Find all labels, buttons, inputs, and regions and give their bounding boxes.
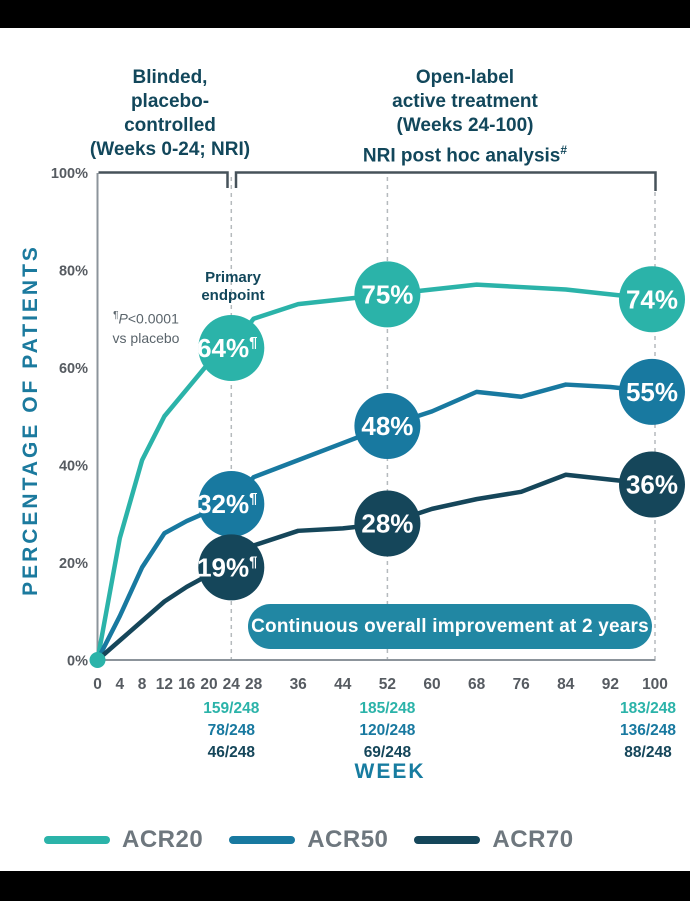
x-tick-28: 28	[245, 676, 263, 693]
acr20-line-swatch	[44, 836, 110, 844]
phase-title-open-label: Open-label active treatment (Weeks 24-10…	[325, 66, 605, 168]
top-black-bar	[0, 0, 690, 28]
pilcrow-marker: ¶	[113, 310, 119, 321]
acr70-line	[95, 472, 658, 663]
acr20-marker-label-week-52: 75%	[361, 279, 413, 309]
acr50-marker-week-100	[619, 358, 685, 425]
acr50-fraction-week-52: 120/248	[359, 722, 415, 739]
x-axis-title: WEEK	[354, 760, 426, 783]
acr50-marker-week-52	[354, 393, 421, 459]
acr20-marker-label-week-24: 64%¶	[197, 333, 257, 363]
x-tick-20: 20	[200, 676, 217, 693]
y-tick-20%: 20%	[59, 556, 88, 572]
x-tick-16: 16	[178, 676, 196, 693]
x-tick-76: 76	[513, 676, 531, 693]
x-tick-8: 8	[138, 676, 147, 693]
x-tick-12: 12	[156, 676, 173, 693]
acr20-marker-week-100	[619, 266, 685, 333]
origin-dot	[89, 652, 106, 668]
bracket-open-label-phase	[234, 171, 657, 191]
acr20-fraction-week-52: 185/248	[359, 700, 415, 717]
acr20-marker-label-week-100: 74%	[626, 284, 678, 314]
acr70-fraction-week-24: 46/248	[208, 744, 256, 761]
x-tick-0: 0	[93, 676, 102, 693]
x-tick-52: 52	[379, 676, 396, 693]
acr50-marker-label-week-52: 48%	[361, 411, 413, 441]
x-tick-36: 36	[290, 676, 308, 693]
x-tick-60: 60	[423, 676, 440, 693]
legend-item-acr50: ACR50	[229, 826, 388, 854]
acr70-marker-week-52	[354, 490, 421, 557]
acr20-marker-week-24	[198, 315, 265, 381]
acr50-marker-week-24	[198, 471, 265, 537]
y-tick-80%: 80%	[59, 264, 88, 280]
y-tick-100%: 100%	[51, 166, 88, 182]
x-tick-4: 4	[115, 676, 124, 693]
y-tick-40%: 40%	[59, 459, 88, 475]
acr20-fraction-week-100: 183/248	[620, 700, 676, 717]
acr20-line	[95, 282, 658, 663]
acr20-fraction-week-24: 159/248	[203, 700, 259, 717]
legend-item-acr20: ACR20	[44, 826, 203, 854]
acr50-fraction-week-24: 78/248	[208, 722, 256, 739]
acr20-marker-week-52	[354, 261, 421, 328]
y-tick-60%: 60%	[59, 361, 88, 377]
pvalue-note: ¶P<0.0001 vs placebo	[112, 310, 180, 346]
x-tick-24: 24	[223, 676, 241, 693]
legend-label: ACR20	[122, 826, 204, 853]
acr70-marker-label-week-24: 19%¶	[197, 552, 257, 582]
acr70-marker-week-100	[619, 451, 685, 518]
acr50-marker-label-week-24: 32%¶	[197, 489, 257, 519]
phase-title-line: (Weeks 0-24; NRI)	[89, 139, 251, 160]
x-tick-92: 92	[602, 676, 619, 693]
legend-label: ACR50	[307, 826, 389, 853]
acr50-line	[95, 382, 658, 663]
acr70-line-swatch	[414, 836, 481, 844]
phase-title-line: NRI post hoc analysis#	[362, 143, 568, 167]
phase-title-line: active treatment	[392, 91, 538, 112]
acr50-marker-label-week-100: 55%	[626, 377, 678, 407]
bottom-black-bar	[0, 871, 690, 901]
legend-item-acr70: ACR70	[414, 826, 573, 854]
acr70-marker-label-week-100: 36%	[626, 470, 678, 500]
y-tick-0%: 0%	[67, 654, 88, 670]
bracket-blinded-phase	[98, 171, 229, 188]
footnote-marker: #	[560, 143, 568, 157]
x-tick-100: 100	[642, 676, 668, 693]
phase-title-line: (Weeks 24-100)	[396, 115, 534, 136]
phase-title-line: controlled	[124, 115, 216, 136]
legend: ACR20 ACR50 ACR70	[44, 826, 574, 854]
phase-title-line: Open-label	[415, 67, 515, 88]
acr70-marker-label-week-52: 28%	[361, 509, 413, 539]
x-tick-84: 84	[557, 676, 575, 693]
x-tick-68: 68	[468, 676, 486, 693]
x-tick-44: 44	[334, 676, 352, 693]
acr70-marker-week-24	[198, 534, 265, 601]
acr70-fraction-week-100: 88/248	[624, 744, 672, 761]
legend-label: ACR70	[492, 826, 574, 853]
acr50-line-swatch	[229, 836, 296, 844]
phase-title-line: placebo-	[130, 91, 210, 112]
acr50-fraction-week-100: 136/248	[620, 722, 676, 739]
improvement-banner: Continuous overall improvement at 2 year…	[248, 604, 652, 649]
phase-title-line: Blinded,	[132, 67, 208, 88]
primary-endpoint-label: Primary endpoint	[201, 269, 265, 304]
acr70-fraction-week-52: 69/248	[364, 744, 412, 761]
phase-title-blinded: Blinded, placebo- controlled (Weeks 0-24…	[55, 66, 285, 162]
